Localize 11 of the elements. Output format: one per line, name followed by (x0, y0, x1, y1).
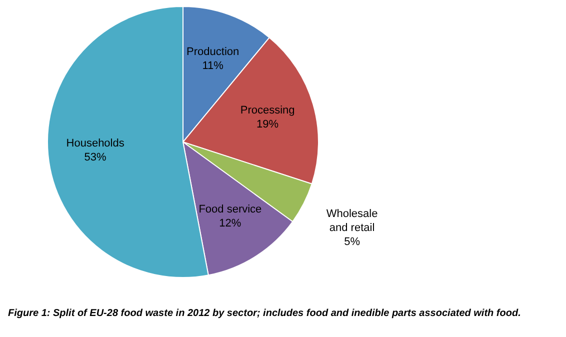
slice-label: Processing (240, 104, 295, 116)
data-label: 5% (344, 236, 360, 248)
data-label: 12% (219, 217, 242, 230)
data-label: 19% (256, 118, 279, 130)
slice-label: Wholesale and retail (326, 208, 378, 234)
slice-label: Food service (198, 203, 262, 216)
data-label: 11% (202, 60, 224, 72)
data-label: 53% (84, 151, 107, 164)
slice-label: Production (186, 46, 240, 58)
slice-label: Households (66, 137, 125, 150)
caption: Figure 1: Split of EU-28 food waste in 2012 by sector; includes food and inedible parts associated with food. (8, 308, 521, 319)
